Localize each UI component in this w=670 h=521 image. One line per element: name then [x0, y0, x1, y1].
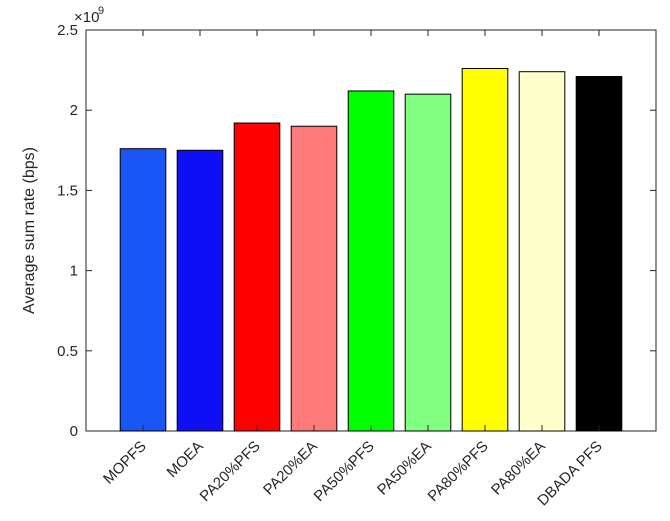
x-tick-label: PA20%PFS: [197, 438, 264, 505]
y-tick-label: 0: [70, 423, 78, 440]
y-axis-label: Average sum rate (bps): [21, 147, 38, 314]
x-tick-label: PA80%EA: [488, 438, 549, 499]
x-tick-label: PA80%PFS: [425, 438, 492, 505]
y-tick-label: 0.5: [57, 343, 78, 360]
bar-dbada-pfs: [575, 76, 623, 432]
y-tick-label: 1: [70, 263, 78, 280]
y-tick-label: 2.5: [57, 22, 78, 39]
bar-mopfs: [119, 148, 167, 432]
y-tick-label: 2: [70, 102, 78, 119]
bar-pa20-pfs: [233, 122, 281, 432]
y-axis-multiplier-base: ×10: [74, 9, 99, 26]
x-tick-label: PA50%PFS: [311, 438, 378, 505]
x-tick-label: MOPFS: [100, 438, 150, 488]
x-tick-label: MOEA: [164, 438, 207, 481]
x-tick-label: PA20%EA: [260, 438, 321, 499]
y-tick-label: 1.5: [57, 182, 78, 199]
bar-pa80-pfs: [461, 68, 509, 432]
bar-pa50-pfs: [347, 90, 395, 432]
bar-pa80-ea: [518, 71, 566, 432]
x-tick-label: PA50%EA: [374, 438, 435, 499]
bar-moea: [176, 149, 224, 432]
bar-pa50-ea: [404, 93, 452, 432]
bar-pa20-ea: [290, 125, 338, 432]
plot-area: MOPFS MOEAPA20%PFSPA20%EAPA50%PFSPA50%EAP…: [57, 22, 657, 509]
y-axis-multiplier-exponent: 9: [98, 5, 104, 17]
